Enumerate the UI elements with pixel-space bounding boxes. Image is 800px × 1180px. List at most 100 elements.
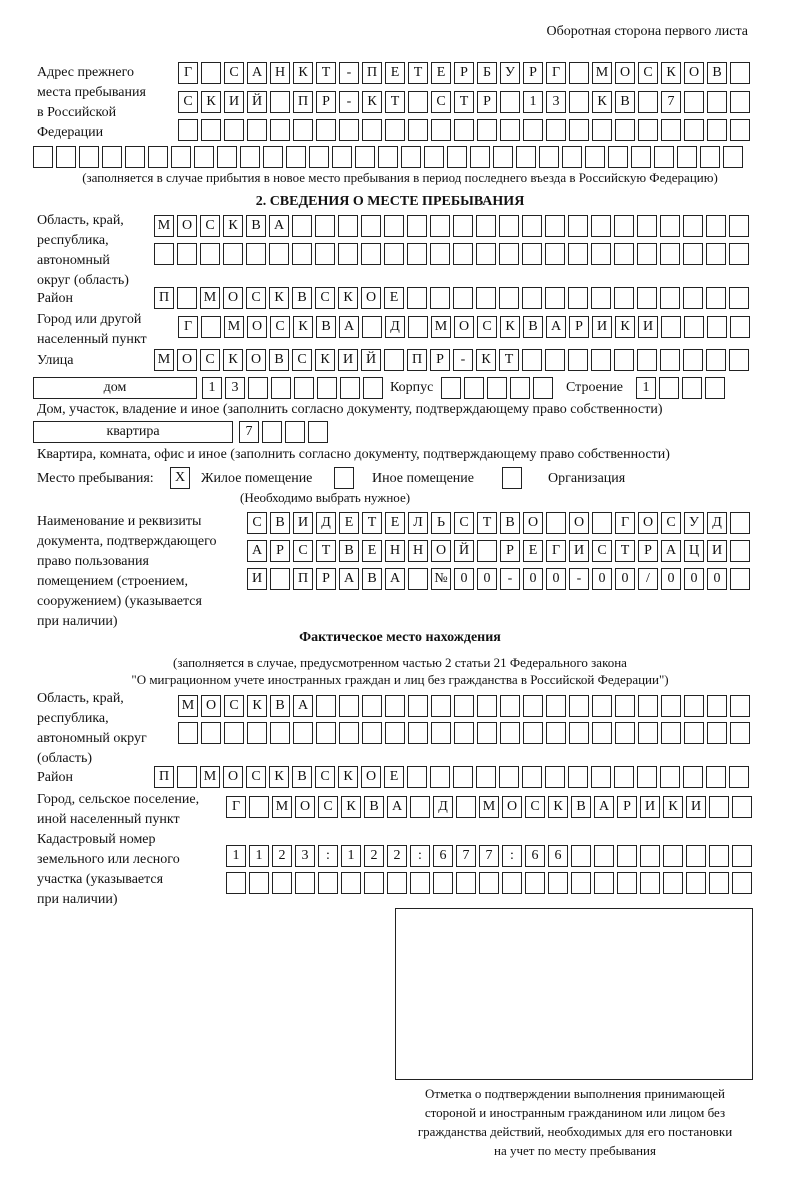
char-cell[interactable] [661,722,681,744]
char-cell[interactable] [707,722,727,744]
char-cell[interactable] [246,243,266,265]
char-cell[interactable]: О [684,62,704,84]
char-cell[interactable]: И [686,796,706,818]
char-cell[interactable]: 0 [592,568,612,590]
char-cell[interactable]: 1 [226,845,246,867]
char-cell[interactable]: 2 [364,845,384,867]
char-cell[interactable] [637,243,657,265]
char-cell[interactable] [522,287,542,309]
char-cell[interactable] [476,287,496,309]
char-cell[interactable]: К [223,349,243,371]
char-cell[interactable]: В [270,695,290,717]
char-cell[interactable] [510,377,530,399]
char-cell[interactable] [615,695,635,717]
char-cell[interactable] [453,243,473,265]
char-cell[interactable] [730,568,750,590]
char-cell[interactable]: Г [546,62,566,84]
char-cell[interactable]: 0 [454,568,474,590]
char-cell[interactable] [408,722,428,744]
char-cell[interactable] [568,215,588,237]
char-cell[interactable] [410,796,430,818]
char-cell[interactable]: А [385,568,405,590]
char-cell[interactable]: В [364,796,384,818]
char-cell[interactable]: 0 [546,568,566,590]
char-cell[interactable] [476,766,496,788]
char-cell[interactable] [730,512,750,534]
char-cell[interactable] [148,146,168,168]
char-cell[interactable]: Е [385,512,405,534]
char-cell[interactable]: П [407,349,427,371]
char-cell[interactable] [571,872,591,894]
char-cell[interactable]: 0 [477,568,497,590]
char-cell[interactable] [545,349,565,371]
char-cell[interactable] [730,316,750,338]
char-cell[interactable] [684,722,704,744]
char-cell[interactable] [447,146,467,168]
char-cell[interactable] [500,695,520,717]
char-cell[interactable] [569,722,589,744]
char-cell[interactable] [177,766,197,788]
char-cell[interactable] [548,872,568,894]
char-cell[interactable] [293,722,313,744]
char-cell[interactable]: К [663,796,683,818]
char-cell[interactable] [408,316,428,338]
char-cell[interactable] [683,766,703,788]
char-cell[interactable] [500,722,520,744]
char-cell[interactable]: С [200,215,220,237]
char-cell[interactable]: Е [339,512,359,534]
char-cell[interactable]: Й [454,540,474,562]
char-cell[interactable] [591,287,611,309]
char-cell[interactable]: Н [408,540,428,562]
char-cell[interactable] [545,766,565,788]
char-cell[interactable]: Т [499,349,519,371]
char-cell[interactable]: 3 [225,377,245,399]
char-cell[interactable]: У [684,512,704,534]
char-cell[interactable]: Г [178,316,198,338]
char-cell[interactable] [615,722,635,744]
char-cell[interactable]: А [339,568,359,590]
char-cell[interactable]: Р [316,91,336,113]
char-cell[interactable] [387,872,407,894]
char-cell[interactable] [546,695,566,717]
char-cell[interactable]: : [502,845,522,867]
char-cell[interactable] [706,243,726,265]
char-cell[interactable] [454,695,474,717]
char-cell[interactable]: К [548,796,568,818]
char-cell[interactable] [200,243,220,265]
char-cell[interactable] [385,695,405,717]
char-cell[interactable]: Е [384,287,404,309]
char-cell[interactable]: О [177,215,197,237]
char-cell[interactable]: К [247,695,267,717]
char-cell[interactable]: Т [362,512,382,534]
char-cell[interactable] [545,287,565,309]
char-cell[interactable]: 6 [548,845,568,867]
char-cell[interactable]: 1 [202,377,222,399]
char-cell[interactable] [102,146,122,168]
char-cell[interactable] [663,845,683,867]
char-cell[interactable] [270,91,290,113]
char-cell[interactable] [477,540,497,562]
char-cell[interactable] [171,146,191,168]
char-cell[interactable] [591,349,611,371]
char-cell[interactable] [441,377,461,399]
char-cell[interactable] [456,796,476,818]
char-cell[interactable]: В [362,568,382,590]
char-cell[interactable] [338,215,358,237]
char-cell[interactable] [79,146,99,168]
char-cell[interactable]: У [500,62,520,84]
char-cell[interactable] [729,243,749,265]
char-cell[interactable]: 0 [661,568,681,590]
char-cell[interactable] [683,215,703,237]
char-cell[interactable]: : [318,845,338,867]
char-cell[interactable] [546,119,566,141]
char-cell[interactable] [707,695,727,717]
char-cell[interactable]: 7 [456,845,476,867]
char-cell[interactable]: 0 [684,568,704,590]
char-cell[interactable] [424,146,444,168]
char-cell[interactable]: В [292,766,312,788]
char-cell[interactable]: К [201,91,221,113]
char-cell[interactable] [523,119,543,141]
